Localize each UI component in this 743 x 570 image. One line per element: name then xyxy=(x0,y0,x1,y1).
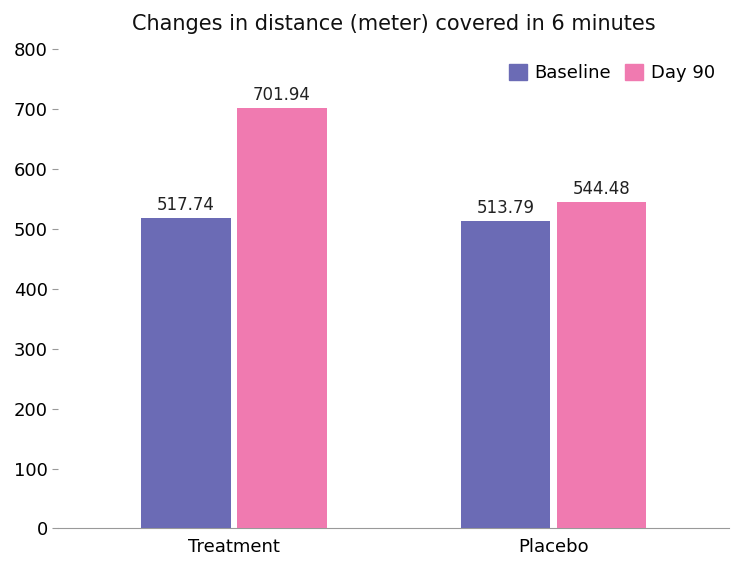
Title: Changes in distance (meter) covered in 6 minutes: Changes in distance (meter) covered in 6… xyxy=(132,14,655,34)
Text: 517.74: 517.74 xyxy=(157,196,215,214)
Bar xyxy=(141,218,231,528)
Bar xyxy=(237,108,327,528)
Text: 701.94: 701.94 xyxy=(253,86,311,104)
Bar xyxy=(557,202,646,528)
Legend: Baseline, Day 90: Baseline, Day 90 xyxy=(504,58,720,87)
Bar xyxy=(461,221,551,528)
Text: 544.48: 544.48 xyxy=(572,180,630,198)
Text: 513.79: 513.79 xyxy=(476,198,534,217)
